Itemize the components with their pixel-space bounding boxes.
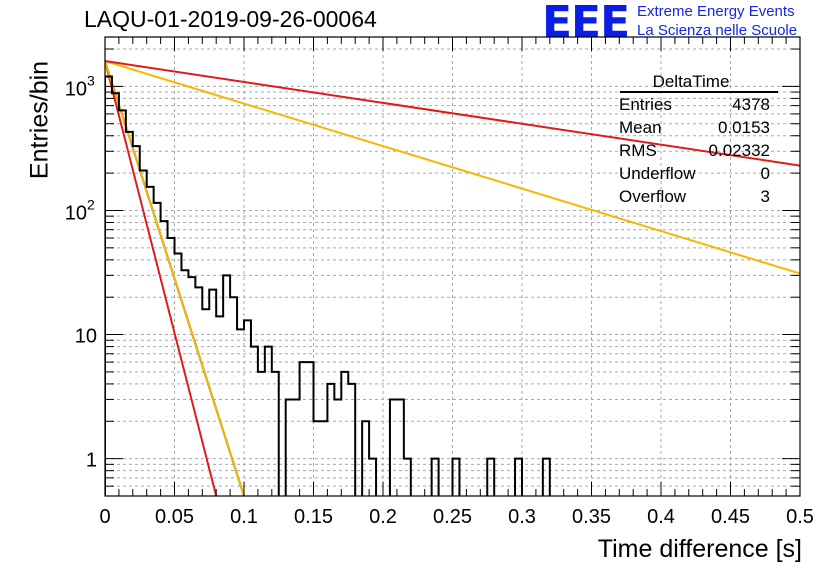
stats-label: Mean bbox=[619, 118, 662, 137]
y-tick-label: 10 bbox=[75, 326, 97, 348]
x-tick-label: 0.25 bbox=[433, 506, 472, 528]
fit-curves bbox=[105, 60, 800, 496]
y-tick-label: 10 bbox=[65, 202, 87, 224]
y-axis-label: Entries/bin bbox=[25, 60, 54, 180]
fit-red-shallow bbox=[105, 60, 800, 167]
histogram-series bbox=[105, 75, 800, 496]
x-tick-label: 0 bbox=[99, 506, 110, 528]
x-tick-label: 0.45 bbox=[711, 506, 750, 528]
fit-red-steep bbox=[105, 60, 218, 496]
y-tick-label-exponent: 2 bbox=[87, 196, 95, 212]
grid bbox=[105, 37, 800, 496]
stats-label: RMS bbox=[619, 141, 657, 160]
page-title: LAQU-01-2019-09-26-00064 bbox=[84, 6, 377, 32]
x-tick-label: 0.05 bbox=[155, 506, 194, 528]
logo-subtitle-line2: La Scienza nelle Scuole bbox=[637, 22, 798, 39]
x-tick-label: 0.2 bbox=[369, 506, 397, 528]
x-axis-label: Time difference [s] bbox=[597, 535, 802, 563]
stats-label: Underflow bbox=[619, 164, 696, 183]
stats-label: Overflow bbox=[619, 187, 687, 206]
y-tick-label: 1 bbox=[86, 450, 97, 472]
x-tick-label: 0.3 bbox=[508, 506, 536, 528]
x-tick-label: 0.4 bbox=[647, 506, 675, 528]
stats-value: 0 bbox=[761, 164, 770, 183]
stats-value: 3 bbox=[761, 187, 770, 206]
fit-yellow-steep bbox=[105, 60, 245, 496]
logo-subtitle-line1: Extreme Energy Events bbox=[637, 3, 795, 20]
y-tick-label: 10 bbox=[65, 78, 87, 100]
stats-box: DeltaTime Entries 4378 Mean 0.0153 RMS 0.02332… bbox=[619, 72, 778, 206]
eee-logo: EEE bbox=[542, 0, 630, 48]
stats-title: DeltaTime bbox=[653, 72, 730, 91]
y-tick-label-exponent: 3 bbox=[87, 72, 95, 88]
x-tick-label: 0.35 bbox=[572, 506, 611, 528]
x-tick-label: 0.1 bbox=[230, 506, 258, 528]
histogram-steps bbox=[105, 75, 800, 496]
stats-label: Entries bbox=[619, 95, 672, 114]
stats-value: 0.0153 bbox=[718, 118, 770, 137]
stats-value: 0.02332 bbox=[709, 141, 770, 160]
tick-labels: 0 0.05 0.1 0.15 0.2 0.25 0.3 0.35 0.4 0.45 0.5 1 10 1… bbox=[65, 72, 814, 528]
fit-yellow-shallow bbox=[105, 60, 800, 275]
axis-ticks bbox=[104, 37, 801, 497]
x-tick-label: 0.15 bbox=[294, 506, 333, 528]
stats-value: 4378 bbox=[732, 95, 770, 114]
x-tick-label: 0.5 bbox=[786, 506, 814, 528]
